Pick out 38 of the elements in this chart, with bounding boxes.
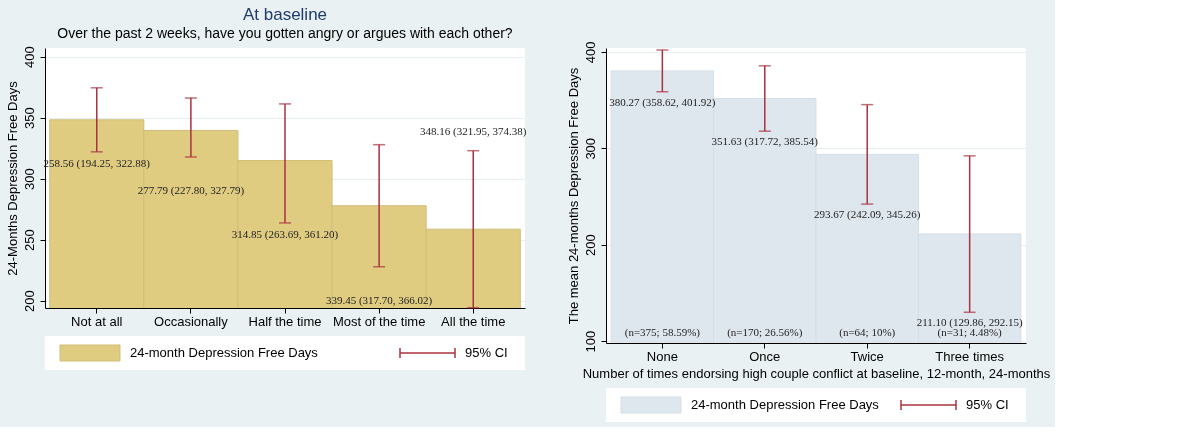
annotation: 339.45 (317.70, 366.02) xyxy=(325,293,433,307)
x-tick-label: Half the time xyxy=(248,313,322,329)
data-label: 293.67 (242.09, 345.26) xyxy=(814,208,921,222)
legend-label: 24-month Depression Free Days xyxy=(691,397,880,412)
data-label: 380.27 (358.62, 401.92) xyxy=(609,95,716,109)
y-tick-label: 200 xyxy=(582,234,598,257)
annotation: 277.79 (227.80, 327.79) xyxy=(137,184,245,197)
annotation: (n=375; 58.59%) xyxy=(624,326,701,339)
x-tick-label: Most of the time xyxy=(332,313,426,329)
y-tick-label: 400 xyxy=(21,46,37,68)
x-tick-label: Twice xyxy=(850,348,884,364)
y-tick-label: 100 xyxy=(582,330,598,353)
text: 95% CI xyxy=(465,345,508,360)
data-label: 211.10 (129.86, 292.15) xyxy=(916,316,1023,330)
x-tick-label: Occasionally xyxy=(154,313,229,329)
y-tick-label: 250 xyxy=(21,229,37,251)
x-tick-label: Three times xyxy=(935,348,1005,364)
x-tick-label: None xyxy=(646,348,678,364)
x-axis-title: Number of times endorsing high couple conflict at baseline, 12-month, 24-months xyxy=(582,365,1051,381)
data-label: 351.63 (317.72, 385.54) xyxy=(711,135,819,149)
y-tick-label: 200 xyxy=(21,290,37,313)
x-tick-label: Once xyxy=(749,348,781,364)
annotation: (n=170; 26.56%) xyxy=(727,326,803,339)
legend-label: 24-month Depression Free Days xyxy=(130,345,319,360)
chart-title: At baseline xyxy=(242,4,328,24)
y-axis-title: 24-Months Depression Free Days xyxy=(4,80,20,276)
annotation: 348.16 (321.95, 374.38) xyxy=(420,124,527,138)
chart-subtitle: Over the past 2 weeks, have you gotten angry or argues with each other? xyxy=(57,24,513,41)
y-axis-title: The mean 24-months Depression Free Days xyxy=(565,67,581,325)
annotation: 314.85 (263.69, 361.20) xyxy=(231,227,339,241)
annotation: (n=64; 10%) xyxy=(839,326,896,339)
x-tick-label: Not at all xyxy=(71,313,123,329)
x-tick-label: All the time xyxy=(441,313,506,329)
y-tick-label: 350 xyxy=(21,107,37,129)
y-tick-label: 300 xyxy=(582,137,598,160)
text: 95% CI xyxy=(966,397,1009,412)
y-tick-label: 300 xyxy=(21,168,37,190)
y-tick-label: 400 xyxy=(582,41,598,64)
